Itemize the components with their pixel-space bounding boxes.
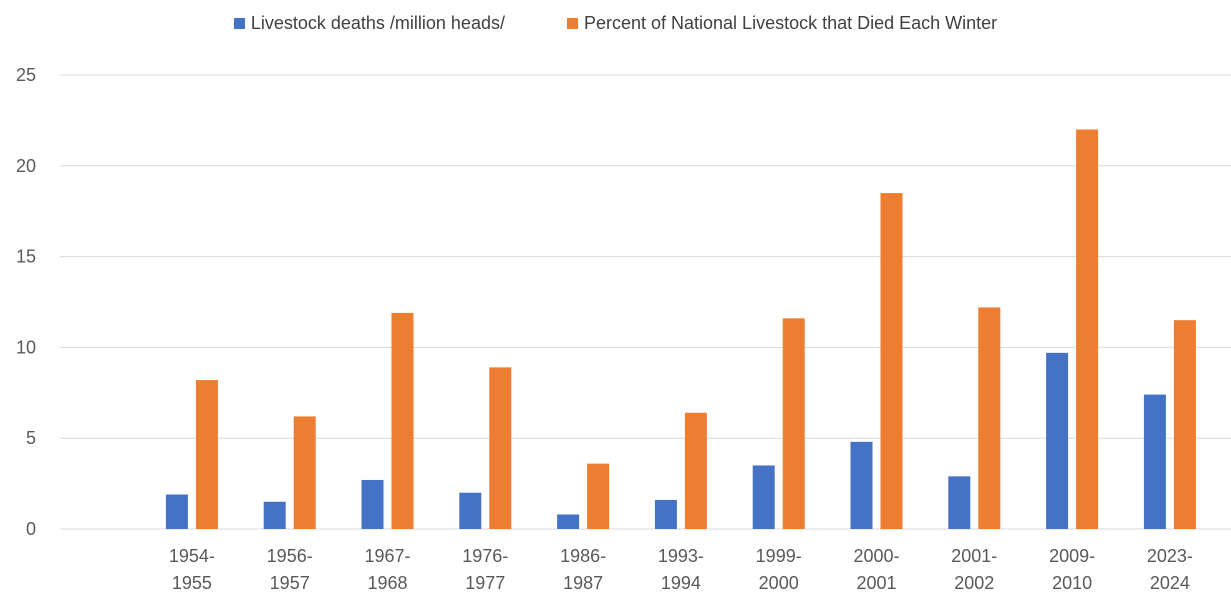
x-tick-label: 1954- — [169, 546, 215, 566]
legend-label-deaths: Livestock deaths /million heads/ — [250, 13, 505, 33]
x-tick-label: 1968 — [367, 573, 407, 593]
x-tick-label: 2000- — [853, 546, 899, 566]
bar-deaths — [165, 494, 188, 529]
chart-legend: Livestock deaths /million heads/ Percent… — [0, 13, 1231, 34]
x-tick-label: 1957 — [270, 573, 310, 593]
bar-percent — [1173, 320, 1196, 529]
x-tick-label: 2002 — [954, 573, 994, 593]
bar-deaths — [557, 514, 580, 529]
x-tick-label: 1977 — [465, 573, 505, 593]
bar-deaths — [654, 499, 677, 529]
bar-percent — [880, 193, 903, 530]
x-tick-label: 2010 — [1052, 573, 1092, 593]
legend-label-percent: Percent of National Livestock that Died … — [583, 13, 998, 33]
bar-deaths — [1046, 352, 1069, 529]
x-tick-label: 2001 — [856, 573, 896, 593]
x-tick-label: 1956- — [267, 546, 313, 566]
y-tick-label: 10 — [16, 337, 36, 357]
bar-deaths — [1143, 394, 1166, 529]
x-tick-label: 1987 — [563, 573, 603, 593]
legend-swatch-deaths — [233, 18, 245, 29]
bar-percent — [684, 412, 707, 529]
x-tick-label: 1994 — [661, 573, 701, 593]
bar-percent — [293, 416, 316, 529]
legend-swatch-percent — [566, 18, 578, 29]
bar-deaths — [850, 441, 873, 529]
x-tick-label: 1993- — [658, 546, 704, 566]
y-tick-label: 5 — [26, 428, 36, 448]
y-tick-label: 0 — [26, 519, 36, 539]
bar-deaths — [459, 492, 482, 529]
x-tick-label: 2000 — [759, 573, 799, 593]
gridlines — [60, 74, 1231, 530]
y-axis-ticks: 0 5 10 15 20 25 — [16, 65, 36, 539]
bar-percent — [195, 380, 218, 529]
x-tick-label: 1986- — [560, 546, 606, 566]
y-tick-label: 20 — [16, 156, 36, 176]
bar-percent — [489, 367, 512, 529]
x-tick-label: 2024 — [1150, 573, 1190, 593]
bar-percent — [978, 307, 1001, 529]
x-tick-label: 1999- — [756, 546, 802, 566]
bar-deaths — [948, 476, 971, 529]
y-tick-label: 25 — [16, 65, 36, 85]
x-tick-label: 1967- — [364, 546, 410, 566]
bar-deaths — [263, 501, 286, 529]
x-tick-label: 2009- — [1049, 546, 1095, 566]
legend-item-percent: Percent of National Livestock that Died … — [566, 13, 998, 34]
bars — [165, 129, 1196, 530]
bar-deaths — [361, 479, 384, 529]
bar-percent — [391, 312, 414, 529]
bar-percent — [587, 463, 610, 529]
bar-percent — [1076, 129, 1099, 530]
bar-deaths — [752, 465, 775, 529]
x-tick-label: 1976- — [462, 546, 508, 566]
y-tick-label: 15 — [16, 247, 36, 267]
x-axis-ticks: 1954- 1955 1956- 1957 1967- 1968 1976- 1977 1986… — [169, 546, 1193, 593]
x-tick-label: 2023- — [1147, 546, 1193, 566]
x-tick-label: 2001- — [951, 546, 997, 566]
legend-item-deaths: Livestock deaths /million heads/ — [233, 13, 505, 34]
x-tick-label: 1955 — [172, 573, 212, 593]
bar-percent — [782, 318, 805, 529]
